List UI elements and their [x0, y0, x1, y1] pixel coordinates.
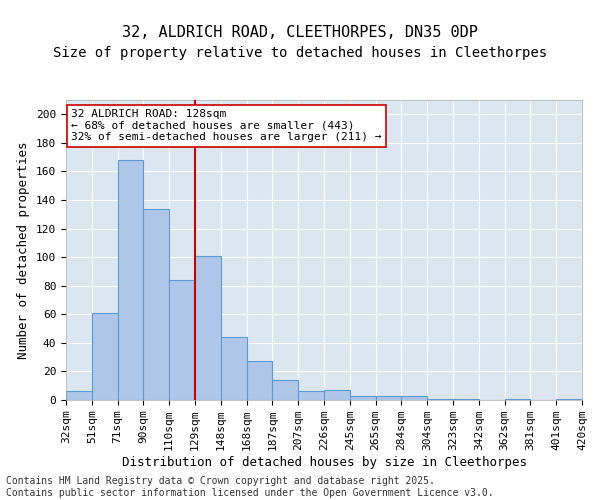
Bar [195, 256, 221, 400]
Bar [247, 362, 272, 400]
Text: Contains HM Land Registry data © Crown copyright and database right 2025.
Contai: Contains HM Land Registry data © Crown c… [6, 476, 494, 498]
Bar [401, 396, 427, 400]
Bar [376, 396, 401, 400]
Bar [556, 398, 582, 400]
Bar [298, 392, 324, 400]
Bar [66, 392, 92, 400]
Bar [453, 398, 479, 400]
Bar [169, 280, 195, 400]
Bar [92, 313, 118, 400]
Bar [272, 380, 298, 400]
Bar [118, 160, 143, 400]
Text: 32, ALDRICH ROAD, CLEETHORPES, DN35 0DP: 32, ALDRICH ROAD, CLEETHORPES, DN35 0DP [122, 25, 478, 40]
Bar [221, 337, 247, 400]
Bar [350, 396, 376, 400]
Text: 32 ALDRICH ROAD: 128sqm
← 68% of detached houses are smaller (443)
32% of semi-d: 32 ALDRICH ROAD: 128sqm ← 68% of detache… [71, 109, 382, 142]
Bar [505, 398, 530, 400]
Y-axis label: Number of detached properties: Number of detached properties [17, 141, 31, 359]
X-axis label: Distribution of detached houses by size in Cleethorpes: Distribution of detached houses by size … [121, 456, 527, 469]
Bar [143, 208, 169, 400]
Text: Size of property relative to detached houses in Cleethorpes: Size of property relative to detached ho… [53, 46, 547, 60]
Bar [427, 398, 453, 400]
Bar [324, 390, 350, 400]
